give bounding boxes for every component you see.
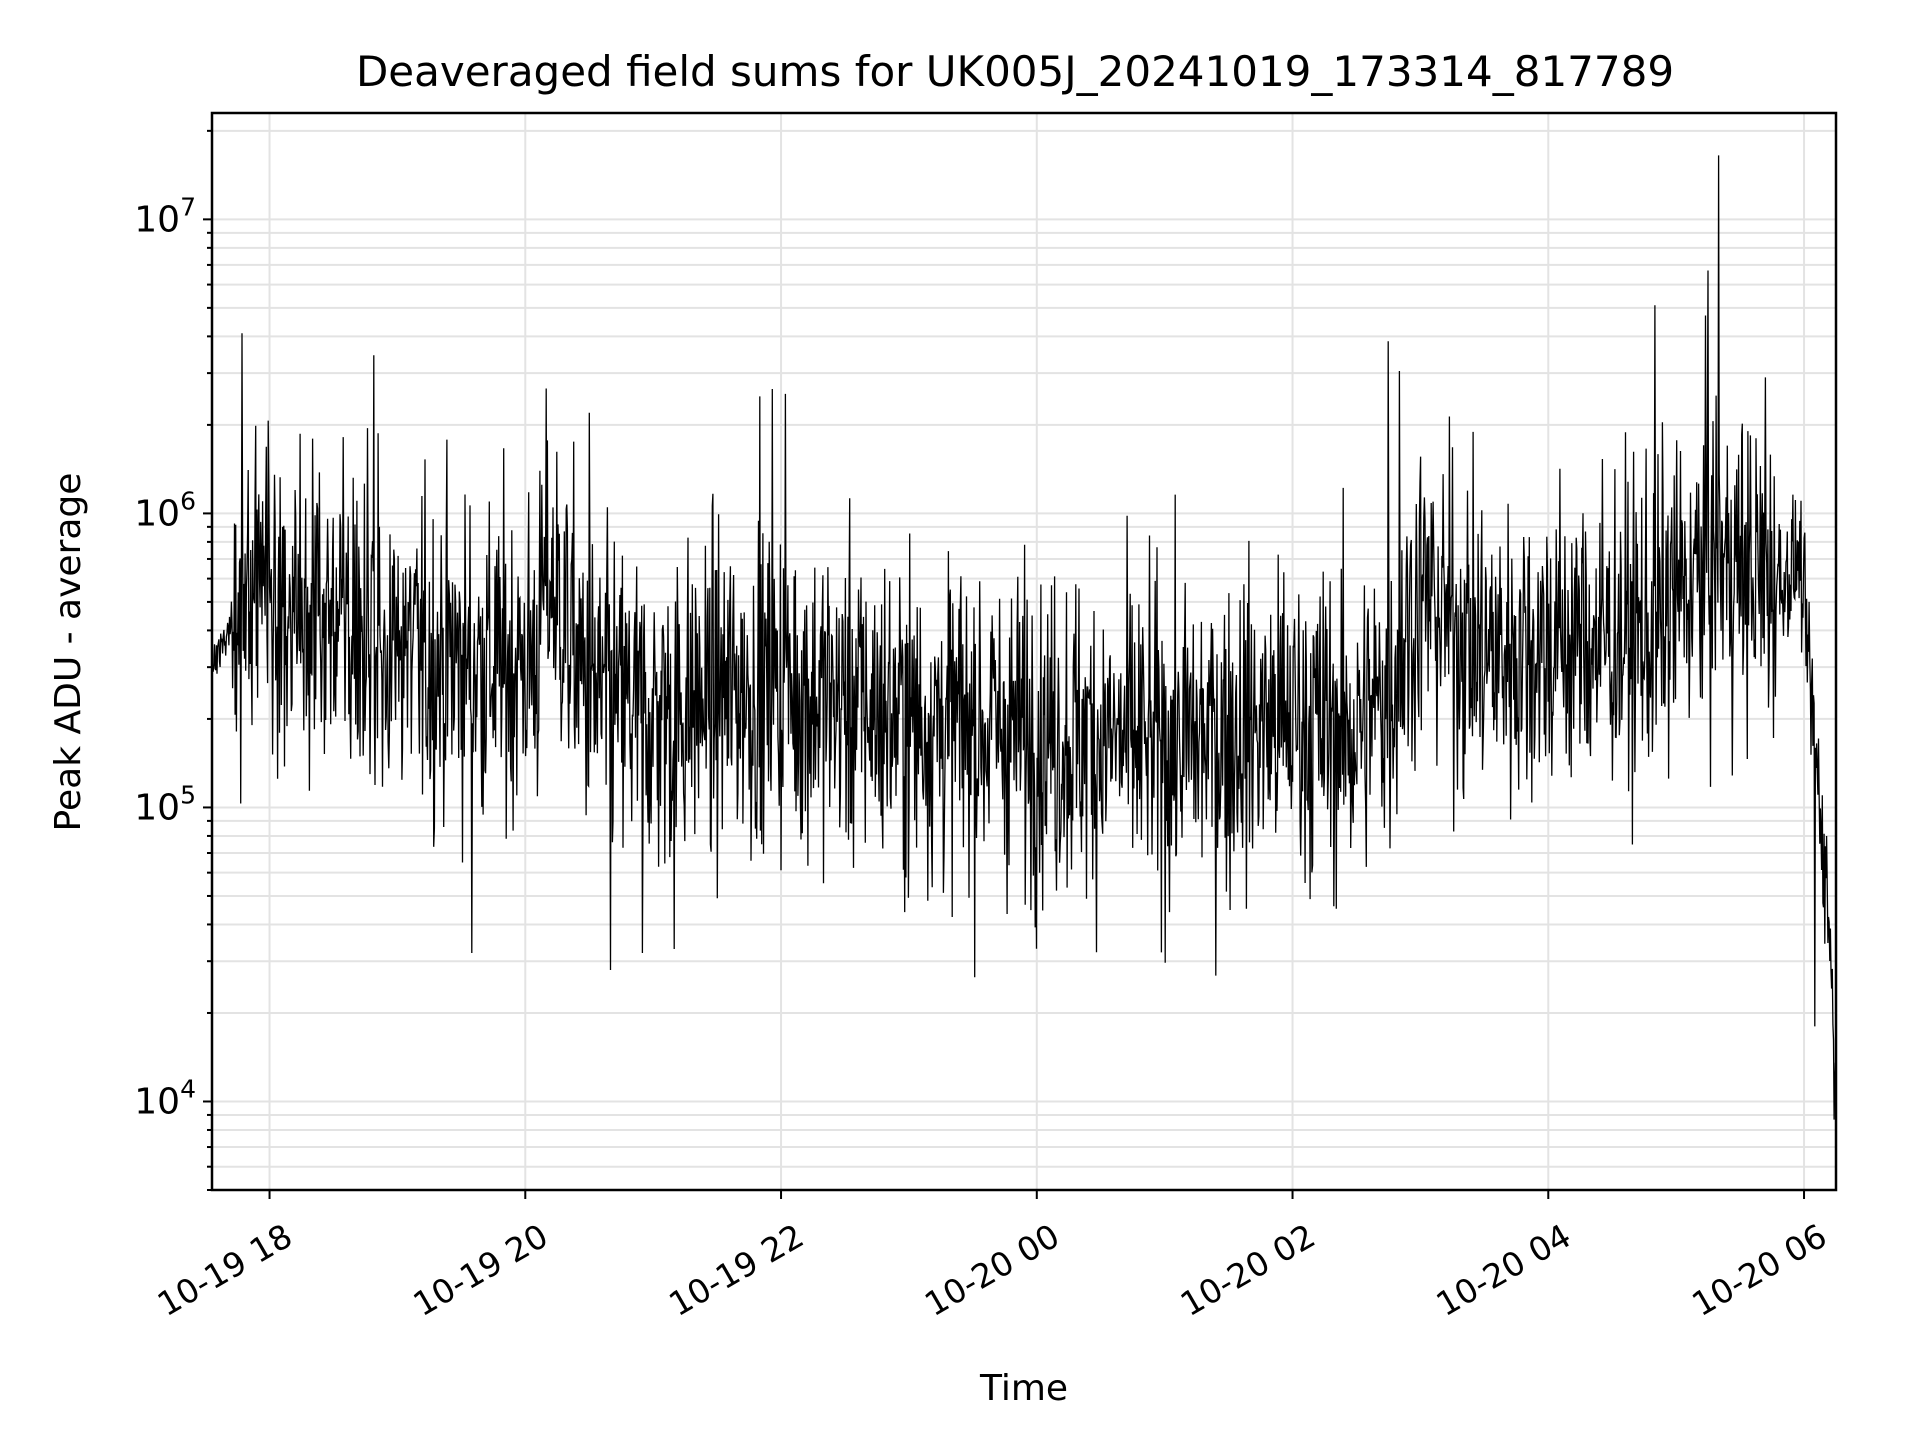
y-tick-base: 10 bbox=[134, 199, 180, 240]
x-tick-label: 10-19 22 bbox=[662, 1216, 810, 1324]
y-tick-label: 107 bbox=[134, 192, 196, 240]
plot-frame bbox=[210, 111, 1838, 1192]
y-tick-exponent: 5 bbox=[180, 780, 196, 809]
series-layer bbox=[211, 155, 1837, 1120]
y-tick-base: 10 bbox=[134, 493, 180, 534]
y-tick-exponent: 4 bbox=[180, 1074, 196, 1103]
y-tick-exponent: 7 bbox=[180, 192, 196, 221]
x-tick-label: 10-19 20 bbox=[406, 1216, 554, 1324]
x-axis-label: Time bbox=[979, 1368, 1068, 1409]
series-line-0 bbox=[211, 155, 1837, 1120]
y-tick-label: 104 bbox=[134, 1074, 196, 1122]
y-axis-label: Peak ADU - average bbox=[48, 473, 89, 832]
y-tick-base: 10 bbox=[134, 1081, 180, 1122]
y-tick-label: 105 bbox=[134, 780, 196, 828]
y-tick-base: 10 bbox=[134, 787, 180, 828]
chart-title: Deaveraged field sums for UK005J_2024101… bbox=[356, 47, 1674, 96]
x-tick-label: 10-20 06 bbox=[1685, 1216, 1833, 1324]
x-tick-label: 10-19 18 bbox=[151, 1216, 299, 1324]
x-axis: 10-19 18 10-19 20 10-19 22 10-20 00 10-20 02… bbox=[151, 1190, 1833, 1324]
x-tick-label: 10-20 04 bbox=[1429, 1216, 1577, 1324]
grid bbox=[212, 113, 1836, 1191]
x-tick-label: 10-20 02 bbox=[1174, 1216, 1322, 1324]
y-tick-exponent: 6 bbox=[180, 486, 196, 515]
x-tick-label: 10-20 00 bbox=[918, 1216, 1066, 1324]
y-tick-label: 106 bbox=[134, 486, 196, 534]
